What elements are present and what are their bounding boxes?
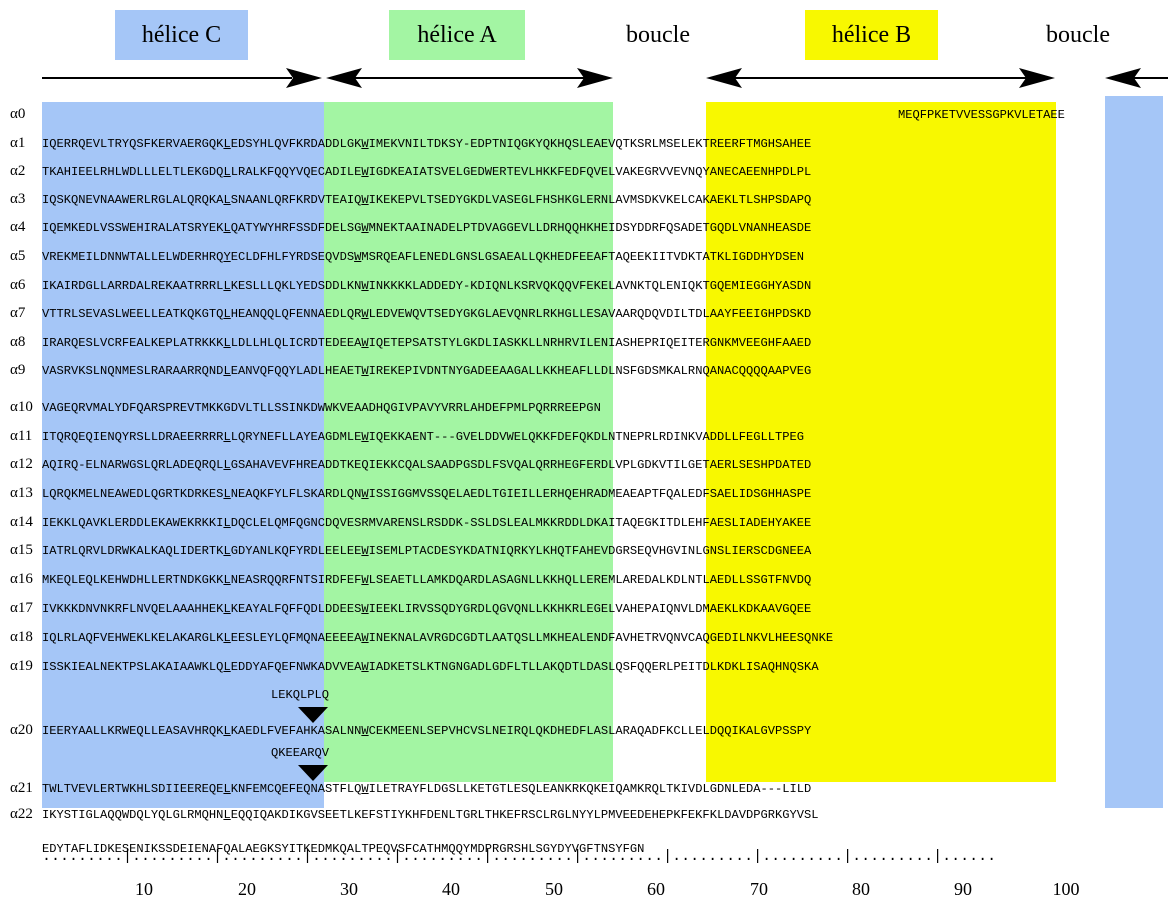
helix-c-arrow [42, 68, 322, 88]
row-label: α4 [10, 219, 26, 235]
row-label: α9 [10, 362, 26, 378]
row-label: α8 [10, 334, 26, 350]
helix-a-band [324, 102, 613, 782]
sequence-line: LQRQKMELNEAWEDLQGRTKDRKESLNEAQKFYLFLSKAR… [42, 487, 812, 501]
sequence-line: IEKKLQAVKLERDDLEKAWEKRKKILDQCLELQMFQGNCD… [42, 516, 812, 530]
row-label: α15 [10, 542, 33, 558]
helix-b-arrow [706, 68, 1055, 88]
loop-label-2: boucle [1046, 21, 1110, 48]
row-label: α11 [10, 428, 33, 444]
row-label: α14 [10, 514, 33, 530]
insert-sequence-2: QKEEARQV [271, 746, 330, 760]
insert-marker-2 [298, 765, 328, 781]
sequence-line: IQSKQNEVNAAWERLRGLALQRQKALSNAANLQRFKRDVT… [42, 193, 812, 207]
sequence-line: IQLRLAQFVEHWEKLKELAKARGLKLEESLEYLQFMQNAE… [42, 631, 834, 645]
insert-marker-1 [298, 707, 328, 723]
row-label: α18 [10, 629, 33, 645]
row-label: α22 [10, 806, 33, 822]
helix-c-band [42, 102, 324, 808]
row-label: α1 [10, 135, 26, 151]
ruler-tick-label: 60 [647, 879, 665, 899]
insert-sequence-1: LEKQLPLQ [271, 688, 330, 702]
sequence-line: IKAIRDGLLARRDALREKAATRRRLLKESLLLQKLYEDSD… [42, 279, 812, 293]
row-label: α7 [10, 305, 26, 321]
ruler-tick-label: 90 [954, 879, 972, 899]
row-label: α10 [10, 399, 33, 415]
sequence-line: IVKKKDNVNKRFLNVQELAAAHHEKLKEAYALFQFFQDLD… [42, 602, 812, 616]
ruler-tick-label: 30 [340, 879, 358, 899]
sequence-line: AQIRQ-ELNARWGSLQRLADEQRQLLGSAHAVEVFHREAD… [42, 458, 812, 472]
ruler-tick-label: 100 [1052, 879, 1080, 899]
sequence-line: MKEQLEQLKEHWDHLLERTNDKGKKLNEASRQQRFNTSIR… [42, 573, 812, 587]
row-label: α16 [10, 571, 33, 587]
sequence-line: TWLTVEVLERTWKHLSDIIEEREQELKNFEMCQEFEQNAS… [42, 782, 812, 796]
helix-a-arrow [326, 68, 613, 88]
sequence-line: IATRLQRVLDRWKALKAQLIDERTKLGDYANLKQFYRDLE… [42, 544, 812, 558]
right-loop-arrow [1105, 68, 1168, 88]
ruler-tick-label: 20 [238, 879, 256, 899]
row-label: α17 [10, 600, 33, 616]
loop-label-1: boucle [626, 21, 690, 48]
row-label: α2 [10, 163, 26, 179]
ruler-tick-label: 80 [852, 879, 870, 899]
row-label: α13 [10, 485, 33, 501]
sequence-line: VREKMEILDNNWTALLELWDERHRQYECLDFHLFYRDSEQ… [42, 250, 805, 264]
ruler-tick-label: 10 [135, 879, 153, 899]
sequence-line: TKAHIEELRHLWDLLLELTLEKGDQLLRALKFQQYVQECA… [42, 165, 812, 179]
ruler-tick-label: 50 [545, 879, 563, 899]
helix-a-label: hélice A [389, 10, 525, 60]
sequence-line: VASRVKSLNQNMESLRARAARRQNDLEANVQFQQYLADLH… [42, 364, 812, 378]
row-label: α0 [10, 106, 26, 122]
ruler-tick-label: 70 [750, 879, 768, 899]
helix-c-label: hélice C [115, 10, 248, 60]
row-label: α3 [10, 191, 26, 207]
sequence-line: IEERYAALLKRWEQLLEASAVHRQKLKAEDLFVEFAHKAS… [42, 724, 812, 738]
sequence-line: ITQRQEQIENQYRSLLDRAEERRRRLLQRYNEFLLAYEAG… [42, 430, 805, 444]
sequence-line: IKYSTIGLAQQWDQLYQLGLRMQHNLEQQIQAKDIKGVSE… [42, 808, 819, 822]
sequence-line: IQERRQEVLTRYQSFKERVAERGQKLEDSYHLQVFKRDAD… [42, 137, 812, 151]
row-label: α21 [10, 780, 33, 796]
sequence-line: EDYTAFLIDKESENIKSSDEIENAFQALAEGKSYITKEDM… [42, 842, 645, 856]
row-label: α6 [10, 277, 26, 293]
helix-b-band [706, 102, 1056, 782]
row-label: α12 [10, 456, 33, 472]
sequence-line: IRARQESLVCRFEALKEPLATRKKKLLDLLHLQLICRDTE… [42, 336, 812, 350]
sequence-line: ISSKIEALNEKTPSLAKAIAAWKLQLEDDYAFQEFNWKAD… [42, 660, 819, 674]
sequence-line: VAGEQRVMALYDFQARSPREVTMKKGDVLTLLSSINKDWW… [42, 401, 601, 415]
helix-c-right-band [1105, 96, 1163, 808]
row-label: α19 [10, 658, 33, 674]
row-label: α20 [10, 722, 33, 738]
sequence-line: VTTRLSEVASLWEELLEATKQKGTQLHEANQQLQFENNAE… [42, 307, 812, 321]
ruler-tick-label: 40 [442, 879, 460, 899]
row-label: α5 [10, 248, 26, 264]
sequence-line: IQEMKEDLVSSWEHIRALATSRYEKLQATYWYHRFSSDFD… [42, 221, 812, 235]
sequence-line: MEQFPKETVVESSGPKVLETAEE [898, 108, 1065, 122]
ruler-dots: .........|.........|.........|.........|… [42, 848, 997, 865]
helix-b-label: hélice B [805, 10, 938, 60]
